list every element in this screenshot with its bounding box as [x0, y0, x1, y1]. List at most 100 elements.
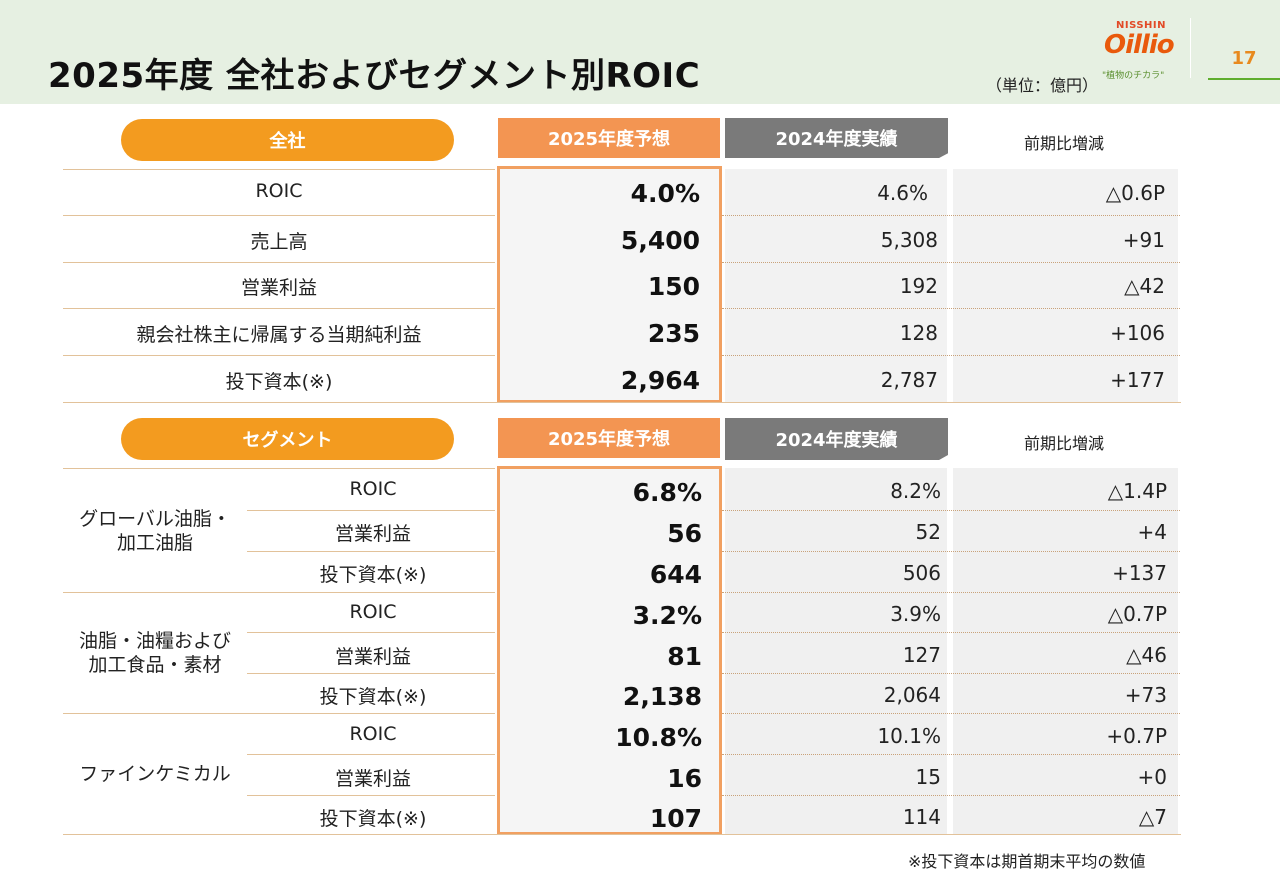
segment-forecast-value: 3.2%	[632, 601, 702, 630]
company-actual-header: 2024年度実績	[725, 118, 948, 158]
company-row-dotted	[722, 215, 1180, 216]
segment-row-label: 投下資本(※)	[319, 564, 427, 586]
company-change-column-bg	[953, 169, 1178, 403]
segment-row-label: 投下資本(※)	[319, 808, 427, 830]
company-actual-column-bg	[725, 169, 947, 403]
segment-forecast-value: 81	[667, 642, 702, 671]
segment-group-divider	[63, 713, 495, 714]
page-title: 2025年度 全社およびセグメント別ROIC	[48, 56, 701, 96]
segment-row-divider	[247, 551, 495, 552]
company-row-divider	[63, 355, 495, 356]
segment-group-name: グローバル油脂・ 加工油脂	[79, 508, 231, 554]
company-row-label: 投下資本(※)	[225, 371, 333, 393]
company-change-value: △42	[1124, 274, 1165, 298]
segment-forecast-header: 2025年度予想	[498, 418, 720, 458]
unit-label: （単位：億円）	[986, 76, 1099, 95]
company-section-pill: 全社	[121, 119, 454, 161]
company-change-value: +106	[1110, 321, 1165, 345]
segment-row-divider	[247, 754, 495, 755]
segment-group-divider	[63, 592, 495, 593]
segment-change-value: △1.4P	[1107, 479, 1167, 503]
segment-row-dotted	[722, 510, 1180, 511]
segment-actual-value: 8.2%	[890, 479, 941, 503]
company-row-divider	[63, 308, 495, 309]
segment-row-dotted	[722, 592, 1180, 593]
segment-row-divider	[247, 632, 495, 633]
company-forecast-value: 150	[647, 272, 700, 301]
segment-forecast-value: 2,138	[622, 682, 702, 711]
company-change-value: △0.6P	[1105, 181, 1165, 205]
segment-row-label: ROIC	[349, 601, 397, 623]
logo-mark-text: Oillio	[1104, 30, 1175, 60]
segment-row-label: 営業利益	[334, 768, 411, 790]
segment-row-divider	[247, 510, 495, 511]
segment-change-value: +4	[1137, 520, 1167, 544]
company-actual-value: 4.6%	[877, 181, 928, 205]
segment-row-label: ROIC	[349, 723, 397, 745]
segment-row-label: 営業利益	[334, 646, 411, 668]
company-row-label: 親会社株主に帰属する当期純利益	[136, 324, 422, 346]
segment-row-dotted	[722, 551, 1180, 552]
segment-change-header: 前期比増減	[1024, 434, 1105, 453]
footnote: ※投下資本は期首期末平均の数値	[908, 852, 1146, 871]
company-change-header: 前期比増減	[1024, 134, 1105, 153]
segment-row-divider	[247, 795, 495, 796]
company-row-dotted	[722, 355, 1180, 356]
segment-row-label: 営業利益	[334, 523, 411, 545]
company-row-dotted	[722, 262, 1180, 263]
segment-change-value: △0.7P	[1107, 602, 1167, 626]
segment-forecast-value: 107	[649, 804, 702, 833]
segment-row-label: 投下資本(※)	[319, 686, 427, 708]
company-row-divider	[63, 169, 495, 170]
segment-row-dotted	[722, 713, 1180, 714]
company-row-divider	[63, 215, 495, 216]
segment-group-name: ファインケミカル	[79, 763, 231, 785]
segment-group-divider	[63, 834, 1181, 835]
segment-row-dotted	[722, 754, 1180, 755]
segment-section-pill: セグメント	[121, 418, 454, 460]
company-change-value: +177	[1110, 368, 1165, 392]
company-row-label: 売上高	[250, 231, 308, 253]
company-row-divider	[63, 402, 1181, 403]
segment-actual-column-bg	[725, 468, 947, 834]
segment-row-dotted	[722, 632, 1180, 633]
company-row-divider	[63, 262, 495, 263]
segment-change-column-bg	[953, 468, 1178, 834]
segment-change-value: +0	[1137, 765, 1167, 789]
company-actual-value: 128	[899, 321, 938, 345]
segment-actual-value: 114	[902, 805, 941, 829]
company-actual-value: 192	[899, 274, 938, 298]
segment-actual-value: 10.1%	[877, 724, 941, 748]
segment-actual-value: 2,064	[883, 683, 941, 707]
segment-group-name: 油脂・油糧および 加工食品・素材	[78, 630, 231, 676]
segment-actual-header: 2024年度実績	[725, 418, 948, 460]
header-band	[0, 0, 1280, 104]
segment-change-value: △46	[1126, 643, 1167, 667]
segment-group-divider	[63, 468, 495, 469]
segment-row-dotted	[722, 795, 1180, 796]
company-row-label: ROIC	[255, 180, 303, 202]
company-forecast-value: 4.0%	[630, 179, 700, 208]
page-number: 17	[1231, 48, 1257, 69]
segment-actual-value: 506	[902, 561, 941, 585]
segment-forecast-value: 56	[667, 519, 702, 548]
segment-row-label: ROIC	[349, 478, 397, 500]
segment-forecast-value: 6.8%	[632, 478, 702, 507]
page-number-underline	[1208, 78, 1280, 80]
segment-forecast-value: 16	[667, 764, 702, 793]
segment-forecast-value: 644	[649, 560, 702, 589]
segment-forecast-frame	[497, 466, 722, 835]
logo-brand-text: NISSHIN	[1116, 20, 1167, 31]
company-actual-value: 2,787	[880, 368, 938, 392]
company-row-dotted	[722, 308, 1180, 309]
company-actual-value: 5,308	[880, 228, 938, 252]
company-forecast-value: 235	[647, 319, 700, 348]
segment-actual-value: 127	[902, 643, 941, 667]
segment-forecast-value: 10.8%	[615, 723, 702, 752]
company-change-value: +91	[1122, 228, 1165, 252]
company-forecast-header: 2025年度予想	[498, 118, 720, 158]
company-logo: NISSHIN Oillio "植物のチカラ"	[1098, 20, 1182, 82]
company-forecast-value: 5,400	[620, 226, 700, 255]
segment-change-value: +137	[1112, 561, 1167, 585]
logo-tagline: "植物のチカラ"	[1102, 71, 1165, 81]
